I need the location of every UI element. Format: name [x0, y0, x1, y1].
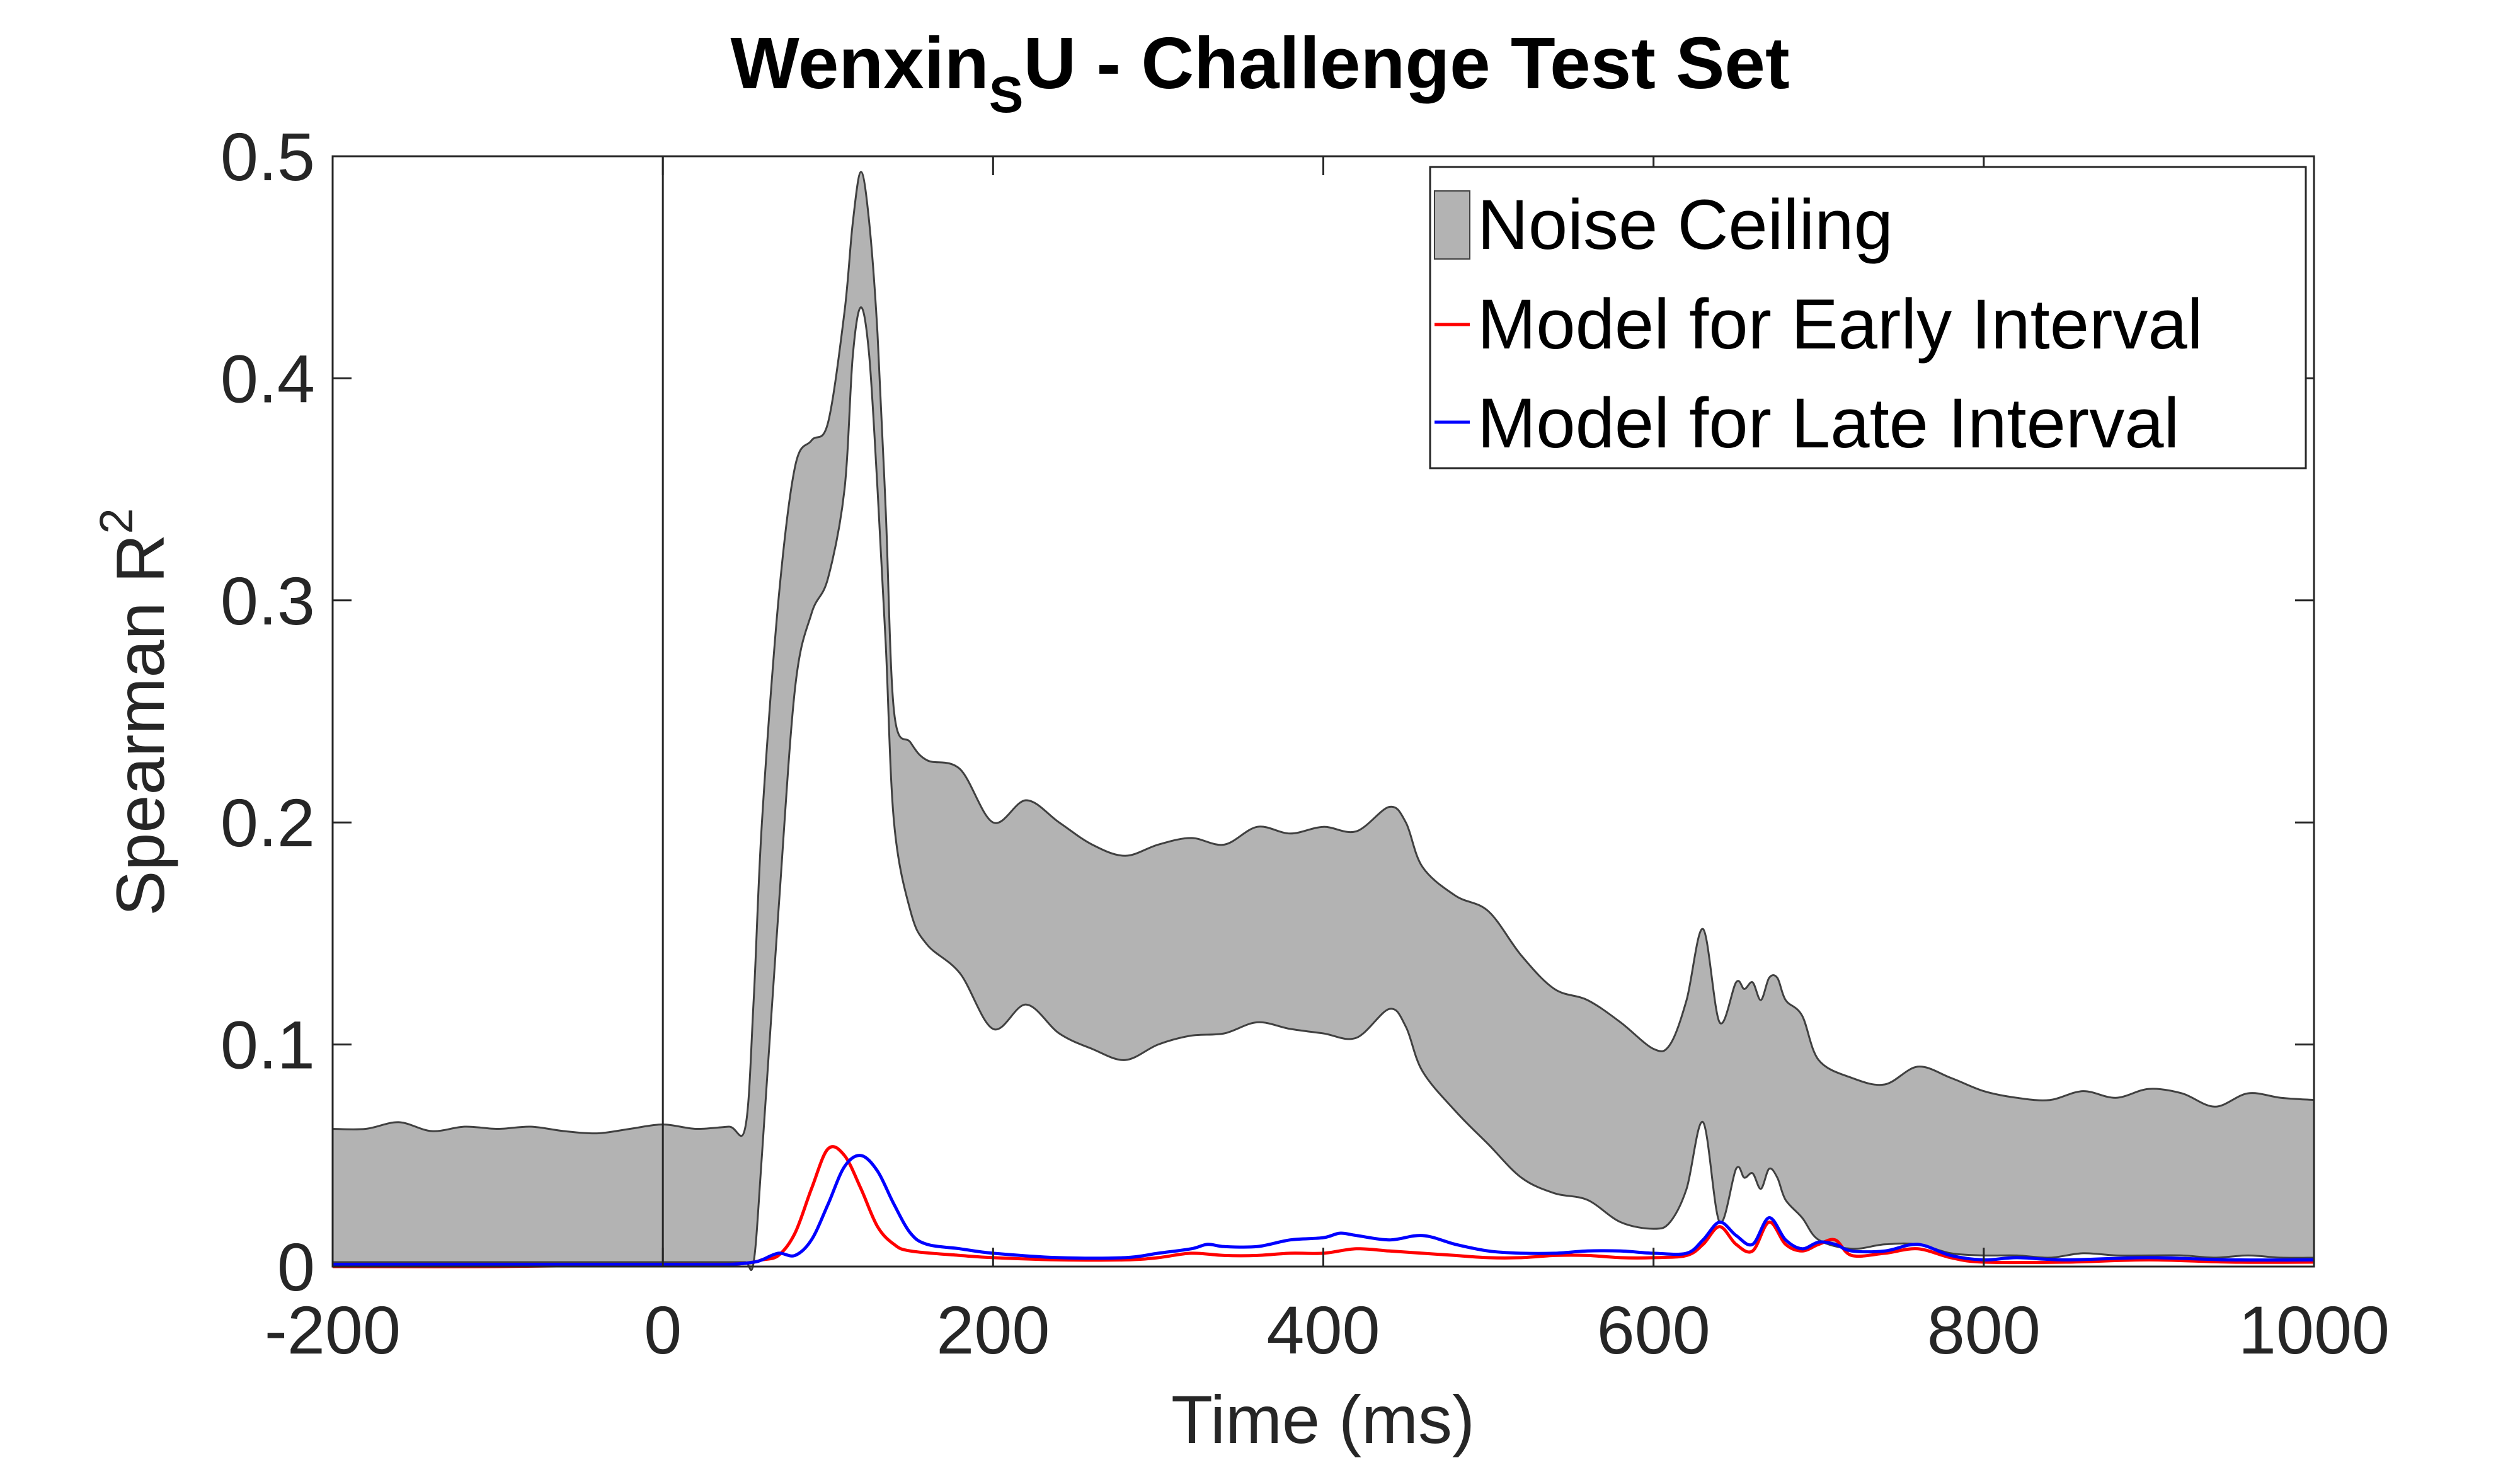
x-tick-label: -200 [265, 1292, 401, 1368]
y-tick-label: 0.2 [220, 785, 315, 861]
y-axis-label-group: Spearman R2 [90, 508, 178, 916]
series-line-early [332, 1145, 2315, 1268]
legend-swatch-noise-ceiling [1434, 190, 1470, 260]
x-tick-label: 1000 [2238, 1292, 2390, 1368]
x-tick-label: 800 [1927, 1292, 2041, 1368]
y-axis-label-text: Spearman R [102, 534, 178, 916]
x-tick-label: 600 [1597, 1292, 1710, 1368]
y-tick-label: 0.4 [220, 340, 315, 417]
x-tick-label: 400 [1266, 1292, 1380, 1368]
chart-title: WenxinSU - Challenge Test Set [730, 22, 1789, 124]
series-line-late [333, 1154, 2315, 1267]
legend-label-late: Model for Late Interval [1477, 384, 2179, 463]
y-axis-label: Spearman R2 [90, 508, 178, 916]
legend: Noise Ceiling Model for Early Interval M… [1429, 166, 2307, 469]
y-tick-label: 0.5 [220, 118, 315, 195]
series-lines [332, 1145, 2315, 1268]
chart-title-main: Wenxin [730, 22, 988, 104]
x-tick-label: 200 [936, 1292, 1050, 1368]
y-axis-label-superscript: 2 [90, 508, 142, 534]
chart-title-subscript: S [989, 66, 1024, 124]
legend-label-early: Model for Early Interval [1477, 285, 2203, 364]
chart-title-rest: U - Challenge Test Set [1024, 22, 1790, 104]
x-axis-label: Time (ms) [1171, 1381, 1475, 1457]
y-tick-label: 0.3 [220, 563, 315, 639]
x-tick-label: 0 [644, 1292, 682, 1368]
legend-label-noise-ceiling: Noise Ceiling [1477, 185, 1893, 264]
y-tick-label: 0 [277, 1229, 315, 1305]
legend-box [1429, 166, 2307, 469]
y-tick-label: 0.1 [220, 1007, 315, 1083]
